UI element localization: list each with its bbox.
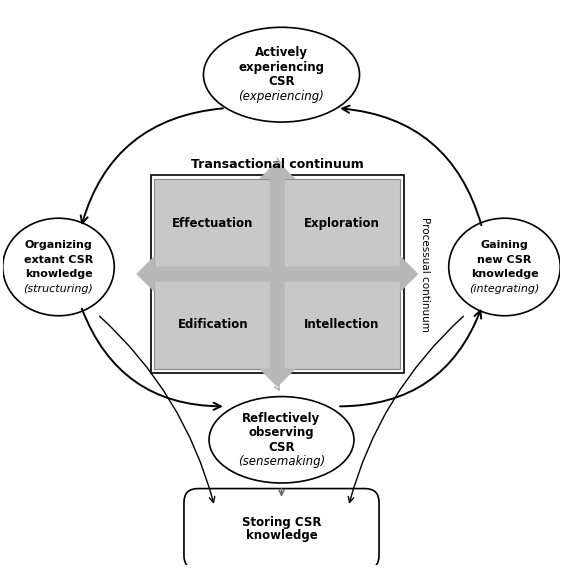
FancyBboxPatch shape [283,280,400,369]
Text: knowledge: knowledge [471,269,538,279]
FancyArrowPatch shape [342,105,481,225]
Text: observing: observing [249,426,314,439]
FancyBboxPatch shape [184,489,379,570]
Text: (experiencing): (experiencing) [239,90,324,103]
Ellipse shape [203,28,360,122]
FancyArrowPatch shape [275,158,280,163]
FancyArrowPatch shape [348,316,463,503]
Text: Storing CSR: Storing CSR [242,516,321,529]
Text: extant CSR: extant CSR [24,255,93,265]
Text: Actively: Actively [255,46,308,60]
Polygon shape [137,256,418,292]
FancyArrowPatch shape [340,311,481,406]
Text: Edification: Edification [177,318,248,331]
Text: knowledge: knowledge [245,529,318,542]
FancyBboxPatch shape [283,179,400,268]
FancyArrowPatch shape [100,316,215,503]
Text: Intellection: Intellection [304,318,379,331]
Text: new CSR: new CSR [477,255,531,265]
Text: Reflectively: Reflectively [243,411,320,425]
FancyArrowPatch shape [275,384,279,390]
Text: Gaining: Gaining [481,240,528,250]
Ellipse shape [449,218,560,316]
Text: (sensemaking): (sensemaking) [238,455,325,468]
Text: experiencing: experiencing [239,61,324,74]
FancyBboxPatch shape [154,280,271,369]
Ellipse shape [3,218,114,316]
Ellipse shape [209,397,354,483]
FancyArrowPatch shape [82,309,221,410]
Text: knowledge: knowledge [25,269,92,279]
FancyBboxPatch shape [154,179,271,268]
Text: Processual continuum: Processual continuum [421,217,430,331]
FancyArrowPatch shape [81,108,223,223]
Text: CSR: CSR [268,441,295,454]
Text: Exploration: Exploration [304,217,380,230]
Polygon shape [260,161,295,387]
Text: (integrating): (integrating) [470,284,540,294]
Text: Organizing: Organizing [25,240,92,250]
Text: CSR: CSR [268,76,295,88]
Text: (structuring): (structuring) [24,284,93,294]
Text: Transactional continuum: Transactional continuum [191,158,364,171]
FancyArrowPatch shape [279,489,284,495]
FancyBboxPatch shape [150,175,404,373]
Text: Effectuation: Effectuation [172,217,253,230]
